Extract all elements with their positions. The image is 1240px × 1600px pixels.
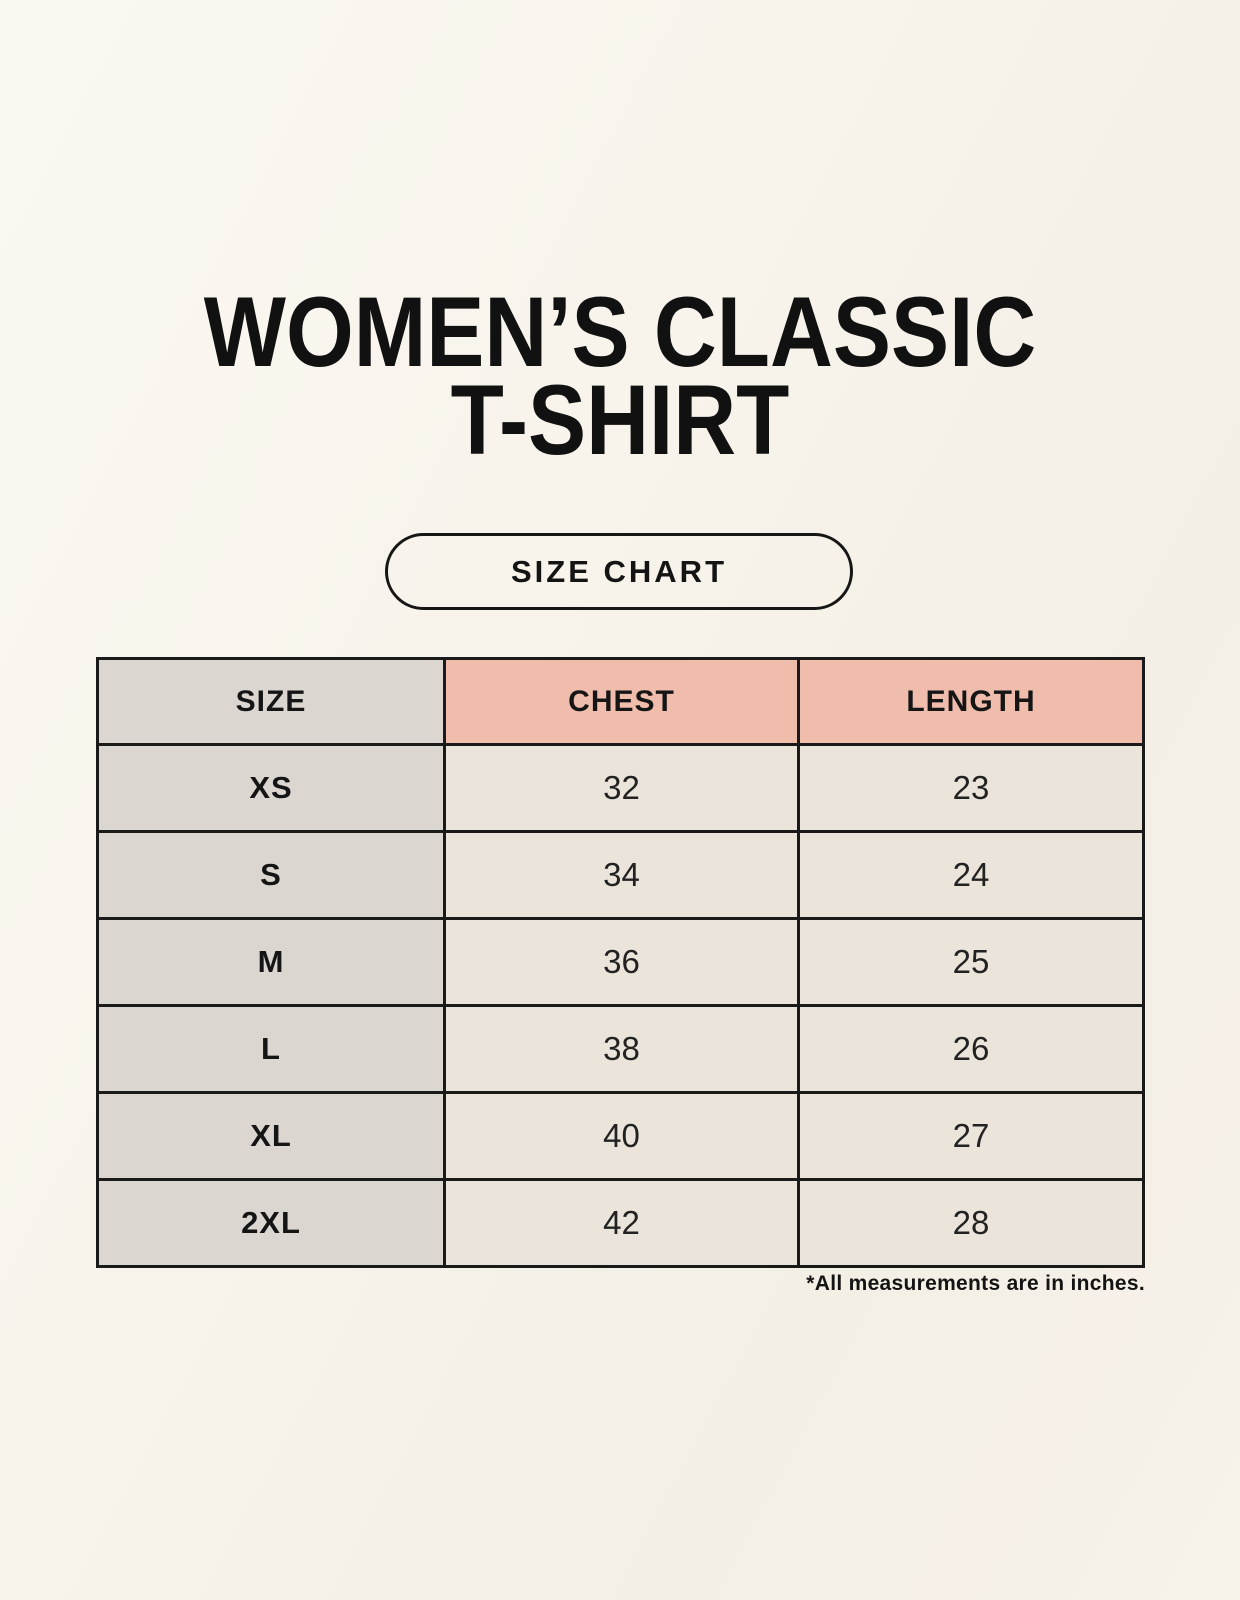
size-cell: L: [96, 1004, 446, 1094]
size-cell: XL: [96, 1091, 446, 1181]
measurements-footnote: *All measurements are in inches.: [806, 1272, 1145, 1295]
title-line-2: T-SHIRT: [450, 364, 790, 475]
title-line-1: WOMEN’S CLASSIC: [203, 276, 1037, 387]
chest-cell: 32: [443, 743, 800, 833]
length-cell: 26: [797, 1004, 1145, 1094]
column-header-size: SIZE: [96, 657, 446, 746]
length-cell: 28: [797, 1178, 1145, 1268]
chest-cell: 34: [443, 830, 800, 920]
size-chart-badge[interactable]: SIZE CHART: [385, 533, 853, 610]
size-chart-badge-label: SIZE CHART: [511, 553, 727, 589]
table-header-row: SIZE CHEST LENGTH: [96, 657, 1145, 746]
chest-cell: 36: [443, 917, 800, 1007]
length-cell: 24: [797, 830, 1145, 920]
column-header-chest: CHEST: [443, 657, 800, 746]
size-cell: M: [96, 917, 446, 1007]
chest-cell: 38: [443, 1004, 800, 1094]
size-table: SIZE CHEST LENGTH XS 32 23 S 34 24 M 36 …: [96, 657, 1145, 1268]
column-header-length: LENGTH: [797, 657, 1145, 746]
size-cell: 2XL: [96, 1178, 446, 1268]
table-row: XS 32 23: [96, 743, 1145, 833]
page-title: WOMEN’S CLASSIC T-SHIRT: [74, 276, 1165, 475]
table-row: 2XL 42 28: [96, 1178, 1145, 1268]
size-cell: S: [96, 830, 446, 920]
size-cell: XS: [96, 743, 446, 833]
table-row: M 36 25: [96, 917, 1145, 1007]
chest-cell: 40: [443, 1091, 800, 1181]
length-cell: 27: [797, 1091, 1145, 1181]
chest-cell: 42: [443, 1178, 800, 1268]
table-row: S 34 24: [96, 830, 1145, 920]
length-cell: 25: [797, 917, 1145, 1007]
length-cell: 23: [797, 743, 1145, 833]
table-row: L 38 26: [96, 1004, 1145, 1094]
table-row: XL 40 27: [96, 1091, 1145, 1181]
